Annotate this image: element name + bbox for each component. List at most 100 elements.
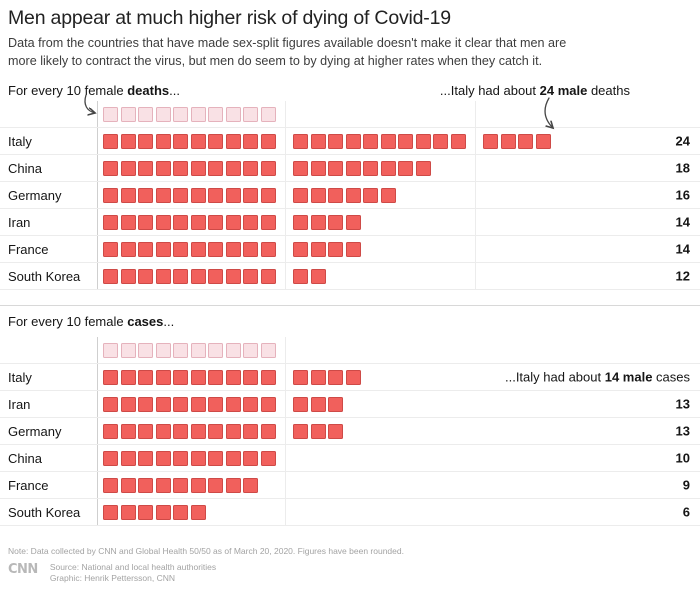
male-unit-square <box>260 133 276 149</box>
male-unit-square <box>208 160 223 176</box>
male-unit-square <box>225 187 241 203</box>
male-unit-square <box>138 396 153 412</box>
row-label: South Korea <box>8 268 81 284</box>
male-unit-square <box>190 214 206 230</box>
male-unit-square <box>103 268 118 284</box>
male-unit-square <box>138 504 153 520</box>
male-unit-square <box>328 396 343 412</box>
male-unit-square <box>155 477 171 493</box>
deaths-header-label: For every 10 female deaths... <box>8 83 180 98</box>
male-unit-square <box>138 450 153 466</box>
male-unit-square <box>243 214 258 230</box>
male-unit-square <box>120 423 136 439</box>
chart-row-france: France 14 <box>0 235 700 262</box>
male-squares <box>103 396 346 412</box>
chart-row-south-korea: South Korea 12 <box>0 262 700 289</box>
male-unit-square <box>155 160 171 176</box>
source-line: Source: National and local health author… <box>49 562 217 572</box>
female-unit-square <box>120 106 136 122</box>
male-unit-square <box>243 369 258 385</box>
male-unit-square <box>208 369 223 385</box>
male-unit-square <box>225 369 241 385</box>
male-unit-square <box>225 214 241 230</box>
male-unit-square <box>243 396 258 412</box>
male-unit-square <box>345 214 361 230</box>
male-unit-square <box>243 133 258 149</box>
male-squares <box>103 214 363 230</box>
male-unit-square <box>260 396 276 412</box>
male-unit-square <box>208 187 223 203</box>
male-unit-square <box>433 133 448 149</box>
male-unit-square <box>500 133 516 149</box>
male-unit-square <box>173 477 188 493</box>
row-value: 13 <box>675 396 690 412</box>
male-unit-square <box>120 369 136 385</box>
male-unit-square <box>120 396 136 412</box>
credits: Source: National and local health author… <box>50 562 216 584</box>
male-unit-square <box>155 504 171 520</box>
male-unit-square <box>190 423 206 439</box>
deaths-section-header: For every 10 female deaths... ...Italy h… <box>0 83 700 99</box>
male-unit-square <box>138 477 153 493</box>
female-unit-square <box>173 342 188 358</box>
male-unit-square <box>190 160 206 176</box>
male-unit-square <box>103 214 118 230</box>
male-unit-square <box>363 187 378 203</box>
male-unit-square <box>225 133 241 149</box>
female-unit-square <box>208 342 223 358</box>
cases-chart: Italy ...Italy had about 14 male cases Ira… <box>0 337 700 526</box>
male-unit-square <box>173 187 188 203</box>
male-unit-square <box>260 369 276 385</box>
male-unit-square <box>208 396 223 412</box>
male-unit-square <box>260 187 276 203</box>
male-unit-square <box>345 369 361 385</box>
male-unit-square <box>310 268 326 284</box>
male-unit-square <box>243 241 258 257</box>
row-label: South Korea <box>8 504 81 520</box>
male-unit-square <box>120 133 136 149</box>
male-unit-square <box>243 268 258 284</box>
row-value: 10 <box>675 450 690 466</box>
male-unit-square <box>155 241 171 257</box>
female-unit-square <box>138 342 153 358</box>
male-unit-square <box>190 450 206 466</box>
deaths-annotation: ...Italy had about 24 male deaths <box>439 83 630 98</box>
cnn-logo: CNN <box>8 562 38 577</box>
male-unit-square <box>260 214 276 230</box>
male-unit-square <box>208 241 223 257</box>
female-unit-square <box>138 106 153 122</box>
male-unit-square <box>225 396 241 412</box>
male-unit-square <box>310 369 326 385</box>
male-unit-square <box>380 160 396 176</box>
cases-header-label: For every 10 female cases... <box>8 314 175 329</box>
section-divider <box>0 305 700 306</box>
male-unit-square <box>243 450 258 466</box>
male-unit-square <box>190 504 206 520</box>
male-unit-square <box>310 241 326 257</box>
male-unit-square <box>120 268 136 284</box>
male-unit-square <box>173 241 188 257</box>
male-unit-square <box>310 133 326 149</box>
male-unit-square <box>260 268 276 284</box>
row-label: Iran <box>8 214 31 230</box>
male-unit-square <box>415 160 431 176</box>
row-value: 12 <box>675 268 690 284</box>
male-unit-square <box>155 369 171 385</box>
female-reference-row <box>0 337 700 363</box>
row-label: Germany <box>8 423 62 439</box>
male-unit-square <box>103 504 118 520</box>
male-unit-square <box>345 187 361 203</box>
male-unit-square <box>208 214 223 230</box>
row-annotation: ...Italy had about 14 male cases <box>504 369 690 385</box>
deaths-chart: Italy 24 China 18 Germany 16 Iran 14 France 14 Sou… <box>0 101 700 290</box>
male-unit-square <box>310 187 326 203</box>
male-unit-square <box>260 160 276 176</box>
male-unit-square <box>310 214 326 230</box>
row-label: Iran <box>8 396 31 412</box>
male-unit-square <box>293 241 308 257</box>
female-unit-square <box>155 106 171 122</box>
male-unit-square <box>293 133 308 149</box>
row-value: 9 <box>682 477 690 493</box>
row-label: Germany <box>8 187 62 203</box>
male-unit-square <box>155 268 171 284</box>
